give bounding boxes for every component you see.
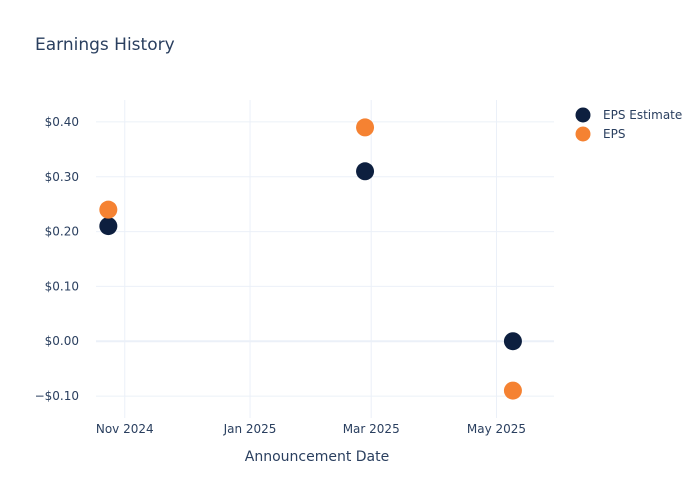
y-axis-tick-labels: −$0.10 $0.00 $0.10 $0.20 $0.30 $0.40 <box>35 115 79 403</box>
chart-title: Earnings History <box>35 35 175 55</box>
x-axis-title: Announcement Date <box>245 449 389 465</box>
eps-estimate-point <box>356 162 375 181</box>
y-tick-label: $0.10 <box>45 279 79 293</box>
x-tick-label: Nov 2024 <box>96 422 154 436</box>
eps-estimate-point <box>99 217 118 236</box>
eps-estimate-legend-label: EPS Estimate <box>603 108 682 122</box>
eps-estimate-point <box>503 332 522 351</box>
data-points <box>99 118 522 400</box>
eps-point <box>356 118 375 137</box>
eps-legend-label: EPS <box>603 127 625 141</box>
y-tick-label: $0.20 <box>45 225 79 239</box>
y-tick-label: $0.00 <box>45 334 79 348</box>
x-tick-label: Mar 2025 <box>343 422 400 436</box>
eps-estimate-legend-marker <box>575 107 591 123</box>
legend: EPS Estimate EPS <box>575 107 682 142</box>
x-tick-label: May 2025 <box>467 422 526 436</box>
eps-point <box>99 200 118 219</box>
y-tick-label: $0.40 <box>45 115 79 129</box>
eps-point <box>503 381 522 400</box>
y-tick-label: −$0.10 <box>35 389 79 403</box>
eps-legend-marker <box>575 126 591 142</box>
x-axis-tick-labels: Nov 2024 Jan 2025 Mar 2025 May 2025 <box>96 422 526 436</box>
x-tick-label: Jan 2025 <box>223 422 277 436</box>
grid-lines <box>96 100 554 418</box>
y-tick-label: $0.30 <box>45 170 79 184</box>
